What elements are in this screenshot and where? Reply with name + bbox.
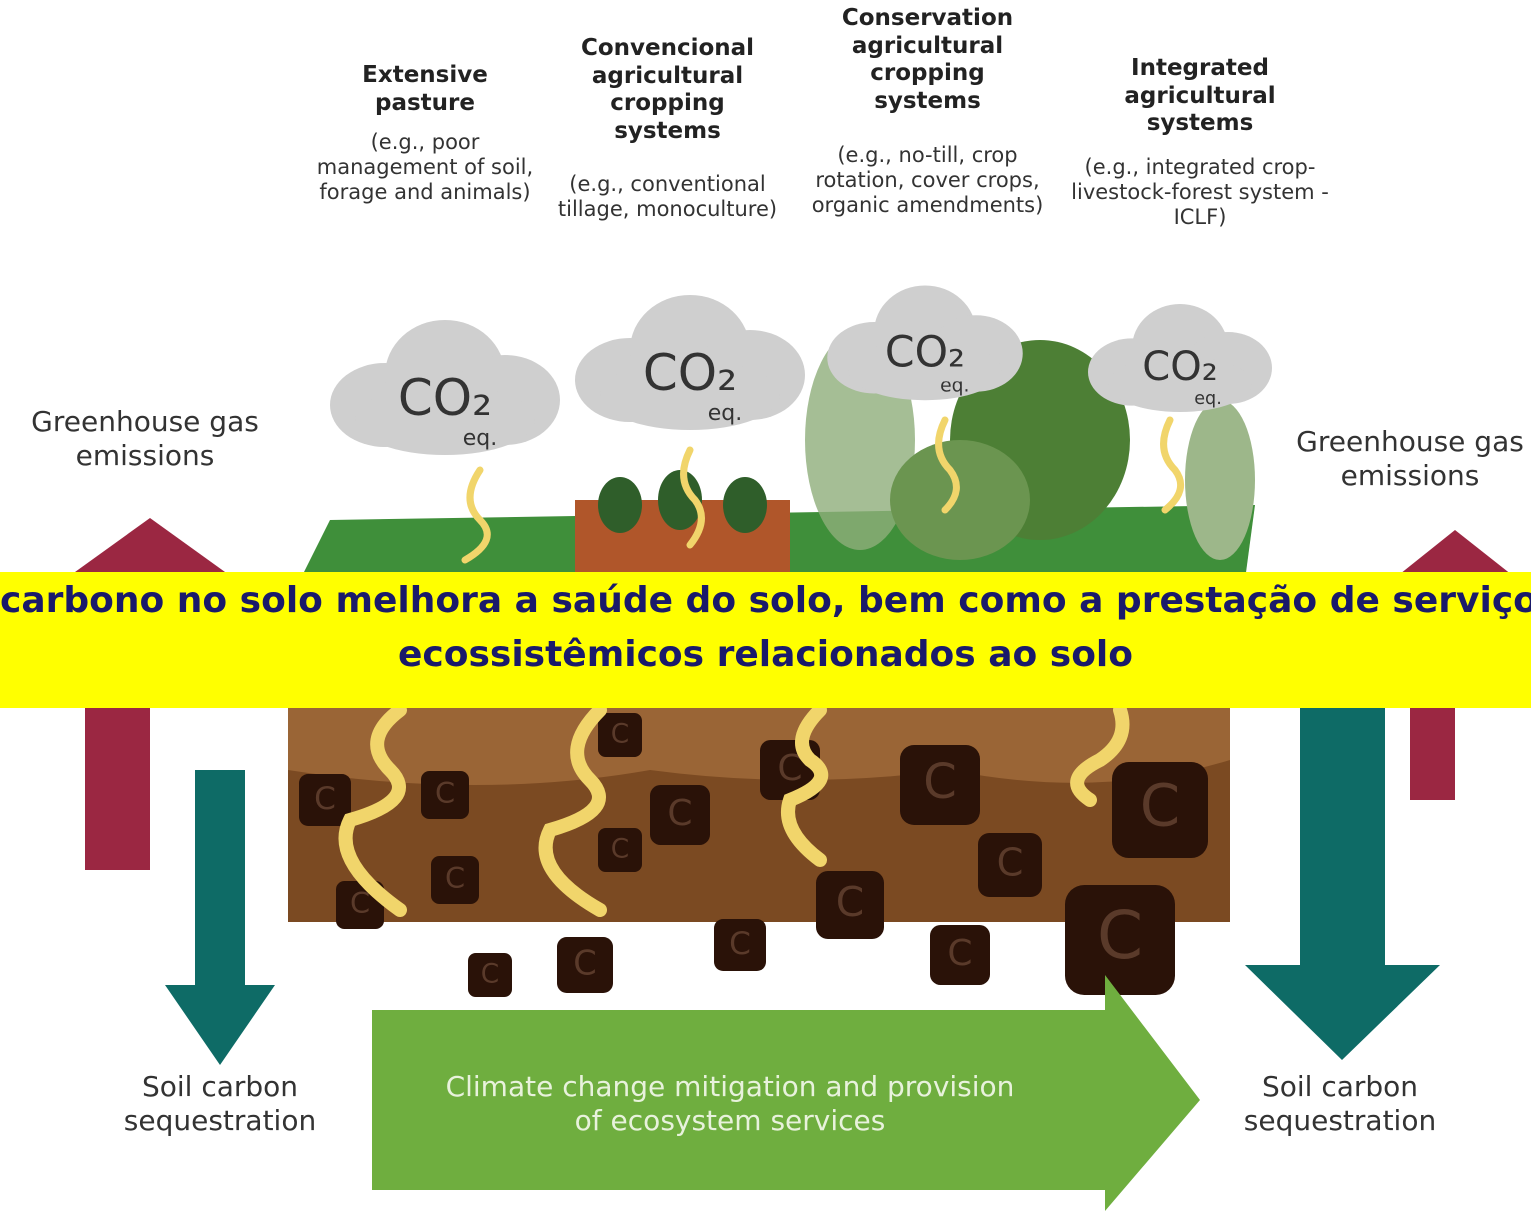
carbon-box — [978, 833, 1042, 897]
system-title: Extensive pasture — [362, 62, 488, 116]
system-description: (e.g., no-till, crop rotation, cover cro… — [811, 143, 1044, 218]
co2-label: CO₂ — [643, 344, 737, 402]
root — [538, 703, 607, 917]
root — [1070, 703, 1130, 807]
carbon-label: C — [947, 933, 972, 974]
crops — [598, 470, 767, 533]
carbon-label: C — [435, 776, 455, 810]
carbon-box — [598, 828, 642, 872]
carbon-box — [598, 713, 642, 757]
carbon-label: C — [836, 878, 865, 926]
system-description: (e.g., poor management of soil, forage a… — [316, 130, 534, 205]
carbon-label: C — [923, 754, 957, 810]
cloud-puff — [600, 360, 780, 430]
carbon-label: C — [667, 793, 692, 834]
carbon-box — [1112, 762, 1208, 858]
topsoil — [288, 708, 1230, 785]
carbon-box — [714, 919, 766, 971]
system-title: Convencional agricultural cropping syste… — [580, 35, 755, 144]
cloud-puff — [1108, 356, 1252, 412]
system-description: (e.g., conventional tillage, monoculture… — [557, 172, 778, 222]
emission — [1160, 416, 1185, 514]
banner-line: carbono no solo melhora a saúde do solo,… — [0, 580, 1531, 621]
carbon-label: C — [1140, 773, 1180, 840]
side-label: Greenhouse gas emissions — [31, 405, 259, 472]
carbon-box — [431, 856, 479, 904]
carbon-label: C — [1097, 897, 1143, 974]
side-label: Soil carbon sequestration — [123, 1070, 317, 1137]
trees — [890, 440, 1030, 560]
system-title: Conservation agricultural cropping syste… — [841, 5, 1014, 114]
carbon-box — [930, 925, 990, 985]
emission-arrow — [1410, 700, 1455, 800]
side-label: Soil carbon sequestration — [1243, 1070, 1437, 1137]
carbon-label: C — [481, 959, 499, 990]
carbon-label: C — [350, 886, 370, 920]
carbon-box — [557, 937, 613, 993]
cloud-puff — [355, 385, 535, 455]
carbon-label: C — [611, 719, 629, 750]
carbon-label: C — [997, 841, 1024, 886]
co2-unit: eq. — [708, 401, 743, 426]
sequestration-arrow — [1245, 700, 1440, 1060]
system-title: Integrated agricultural systems — [1124, 55, 1276, 137]
carbon-box — [650, 785, 710, 845]
banner-line: ecossistêmicos relacionados ao solo — [397, 634, 1133, 675]
carbon-box — [468, 953, 512, 997]
co2-label: CO₂ — [398, 369, 492, 427]
banner: carbono no solo melhora a saúde do solo,… — [0, 572, 1531, 708]
carbon-box — [816, 871, 884, 939]
co2-unit: eq. — [463, 426, 498, 451]
root — [338, 703, 407, 917]
system-description: (e.g., integrated crop-livestock-forest … — [1071, 155, 1329, 230]
mitigation-arrow — [372, 975, 1200, 1211]
side-label: Greenhouse gas emissions — [1296, 425, 1524, 492]
carbon-label: C — [445, 861, 465, 895]
carbon-label: C — [314, 781, 336, 817]
emission — [680, 446, 705, 549]
emission — [461, 466, 491, 564]
trees — [1185, 400, 1255, 560]
co2-label: CO₂ — [1142, 344, 1217, 390]
co2-unit: eq. — [940, 376, 969, 397]
sequestration-arrow — [165, 770, 275, 1065]
mitigation-label: Climate change mitigation and provision … — [445, 1070, 1015, 1137]
carbon-box — [1065, 885, 1175, 995]
carbon-box — [299, 774, 351, 826]
co2-label: CO₂ — [885, 328, 965, 377]
co2-unit: eq. — [1194, 389, 1222, 409]
emission — [935, 416, 960, 514]
carbon-label: C — [729, 926, 751, 962]
carbon-label: C — [573, 944, 596, 983]
root — [781, 703, 829, 867]
carbon-box — [421, 771, 469, 819]
carbon-box — [900, 745, 980, 825]
carbon-label: C — [611, 834, 629, 865]
cloud-puff — [848, 340, 1002, 401]
